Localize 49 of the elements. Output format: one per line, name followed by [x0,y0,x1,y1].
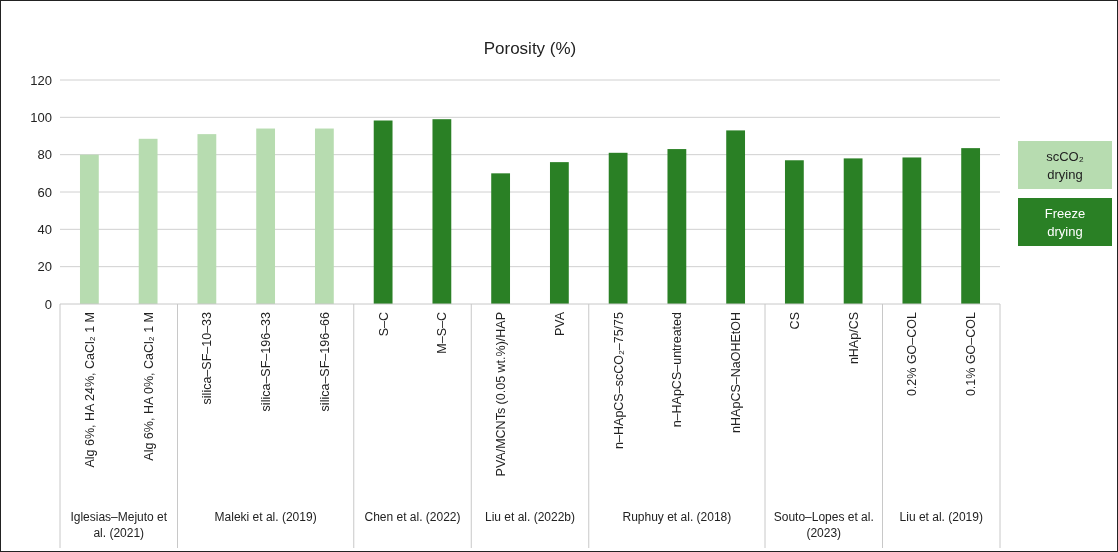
bar [784,160,804,304]
bar [197,134,217,304]
bar [608,152,628,304]
y-tick-label: 60 [37,184,52,200]
bar [79,154,99,304]
bar [373,120,393,304]
text: Maleki et al. (2019) [214,510,317,524]
text: scCO₂ drying [1046,149,1084,182]
x-tick-label: 0.2% GO–COL [905,311,920,397]
y-tick-label: 40 [37,221,52,237]
bar [432,119,452,304]
x-tick-label: PVA/MCNTs (0.05 wt.%)/HAP [494,312,508,477]
x-tick-label: M–S–C [435,312,450,354]
bar [843,158,863,304]
x-tick-label: n–HApCS–untreated [670,311,685,428]
text: Chen et al. (2022) [364,510,461,524]
bar [138,138,158,304]
text: Liu et al. (2022b) [484,510,576,524]
x-tick-label: 0.1% GO–COL [964,311,978,397]
bar [902,157,922,304]
y-tick-label: 100 [30,109,52,125]
bar [667,149,687,304]
bar [549,162,569,304]
x-tick-label: CS [787,312,802,330]
x-tick-label: PVA [552,311,567,337]
x-tick-label: n–HApCS–scCO₂–75/75 [611,311,626,449]
x-tick-label: Alg 6%, HA 24%, CaCl₂ 1 M [82,312,97,468]
text: Souto–Lopes et al. (2023) [773,510,874,540]
y-tick-label: 120 [30,72,52,88]
x-tick-label: silica–SF–10–33 [200,311,215,405]
x-tick-label: nHApCS–NaOHEtOH [729,312,743,433]
bar [961,148,981,304]
x-tick-label: S–C [376,312,391,337]
text: Freeze drying [1044,206,1086,239]
bar [726,130,746,304]
x-tick-label: Alg 6%, HA 0%, CaCl₂ 1 M [141,312,156,461]
y-tick-label: 80 [37,147,52,163]
x-tick-label: silica–SF–196–33 [259,311,273,412]
bar [314,128,334,304]
bar [491,173,511,304]
x-tick-label: silica–SF–196–66 [317,311,332,412]
y-tick-label: 20 [37,259,52,275]
bar [256,128,276,304]
text: Liu et al. (2019) [899,510,983,524]
text: Iglesias–Mejuto et al. (2021) [70,510,168,540]
x-tick-label: nHAp/CS [846,312,861,365]
text: Ruphuy et al. (2018) [622,510,732,524]
chart-title: Porosity (%) [483,39,577,58]
y-tick-label: 0 [44,296,52,312]
